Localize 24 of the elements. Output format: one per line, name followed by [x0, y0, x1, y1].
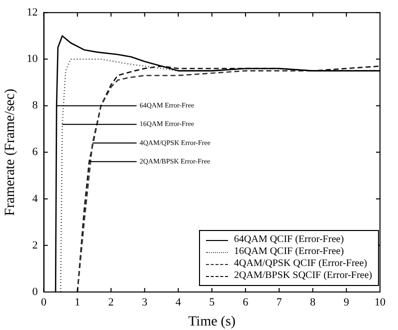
x-tick-label: 6 — [242, 296, 249, 308]
y-tick-label: 10 — [26, 53, 38, 66]
y-axis-title: Framerate (Frame/sec) — [3, 88, 18, 216]
x-tick-label: 9 — [344, 296, 350, 308]
y-tick-label: 12 — [26, 6, 38, 18]
y-tick-label: 4 — [32, 192, 38, 205]
x-tick-label: 8 — [310, 296, 316, 308]
y-tick-label: 8 — [32, 100, 38, 112]
x-tick-label: 10 — [374, 296, 386, 308]
x-tick-label: 7 — [276, 296, 282, 308]
x-tick-label: 3 — [142, 296, 148, 308]
legend-label: 2QAM/BPSK SQCIF (Error-Free) — [234, 270, 372, 282]
y-tick-label: 6 — [32, 146, 38, 158]
legend-label: 64QAM QCIF (Error-Free) — [234, 234, 344, 246]
x-tick-label: 0 — [41, 296, 48, 308]
x-tick-label: 4 — [176, 296, 182, 308]
x-tick-label: 2 — [108, 296, 114, 308]
x-axis-title: Time (s) — [188, 314, 236, 330]
legend-label: 16QAM QCIF (Error-Free) — [234, 246, 344, 258]
y-tick-label: 2 — [32, 239, 38, 252]
x-tick-label: 1 — [74, 296, 80, 308]
y-tick-label: 0 — [32, 286, 38, 298]
legend-label: 4QAM/QPSK QCIF (Error-Free) — [234, 258, 368, 270]
x-tick-label: 5 — [209, 296, 216, 308]
